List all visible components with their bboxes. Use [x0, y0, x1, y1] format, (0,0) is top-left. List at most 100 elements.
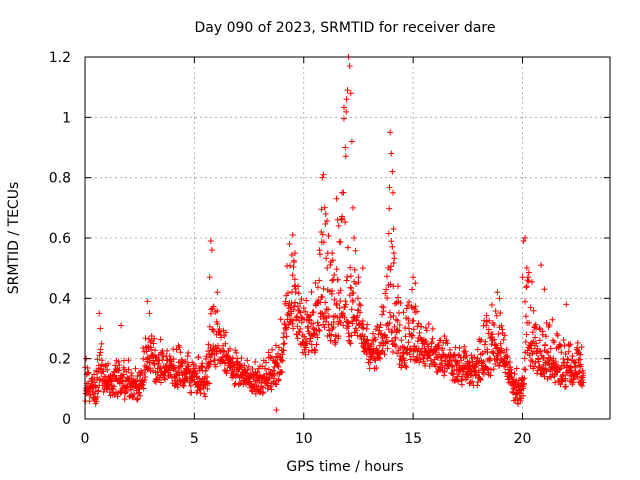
data-point [408, 303, 415, 310]
data-point [292, 282, 299, 289]
data-point [563, 383, 570, 390]
data-point [93, 384, 100, 391]
data-point [385, 326, 392, 333]
data-point [388, 150, 395, 157]
data-point [275, 376, 282, 383]
data-point [528, 345, 535, 352]
data-point [227, 363, 234, 370]
data-point [340, 322, 347, 329]
data-point [295, 283, 302, 290]
data-point [125, 357, 132, 364]
data-point [536, 325, 543, 332]
chart-title: Day 090 of 2023, SRMTID for receiver dar… [195, 20, 496, 36]
data-point [310, 308, 317, 315]
data-point [89, 375, 96, 382]
data-point [351, 266, 358, 273]
data-point [478, 336, 485, 343]
data-point [275, 350, 282, 357]
data-point [354, 312, 361, 319]
data-point [140, 385, 147, 392]
data-point [269, 346, 276, 353]
data-point [221, 348, 228, 355]
data-point [111, 369, 118, 376]
data-point [325, 312, 332, 319]
data-point [333, 266, 340, 273]
data-point [414, 308, 421, 315]
data-point [122, 389, 129, 396]
data-point [294, 323, 301, 330]
data-point [281, 340, 288, 347]
x-tick-label: 5 [190, 431, 199, 447]
data-point [296, 300, 303, 307]
data-point [118, 322, 125, 329]
data-point [320, 321, 327, 328]
data-point [111, 391, 118, 398]
data-point [344, 87, 351, 94]
data-point [452, 344, 459, 351]
data-point [144, 298, 151, 305]
data-point [383, 286, 390, 293]
data-point [282, 298, 289, 305]
data-point [334, 302, 341, 309]
data-point [489, 331, 496, 338]
data-point [542, 333, 549, 340]
data-point [523, 283, 530, 290]
data-point [174, 381, 181, 388]
data-point [100, 368, 107, 375]
data-point [494, 289, 501, 296]
data-point [316, 251, 323, 258]
data-point [454, 358, 461, 365]
data-point [545, 349, 552, 356]
data-point [387, 129, 394, 136]
data-point [270, 367, 277, 374]
data-point [343, 96, 350, 103]
data-point [390, 312, 397, 319]
data-point [316, 277, 323, 284]
data-point [377, 321, 384, 328]
data-point [94, 374, 101, 381]
data-point [373, 365, 380, 372]
data-point [327, 262, 334, 269]
data-point [391, 255, 398, 262]
data-point [341, 104, 348, 111]
data-point [344, 273, 351, 280]
data-point [286, 241, 293, 248]
data-point [146, 336, 153, 343]
data-point [132, 365, 139, 372]
data-point [321, 324, 328, 331]
data-point [160, 353, 167, 360]
data-point [320, 171, 327, 178]
data-point [322, 210, 329, 217]
data-point [390, 225, 397, 232]
data-point [376, 324, 383, 331]
data-point [381, 351, 388, 358]
data-point [466, 362, 473, 369]
data-point [342, 144, 349, 151]
data-point [164, 347, 171, 354]
data-point [391, 341, 398, 348]
data-point [235, 365, 242, 372]
data-point [406, 299, 413, 306]
data-point [357, 302, 364, 309]
data-point [201, 390, 208, 397]
data-point [438, 360, 445, 367]
data-point [349, 204, 356, 211]
data-point [157, 336, 164, 343]
data-point [177, 349, 184, 356]
data-point [361, 333, 368, 340]
data-point [474, 382, 481, 389]
data-point [444, 340, 451, 347]
data-point [221, 332, 228, 339]
data-point [540, 354, 547, 361]
data-point [300, 305, 307, 312]
data-point [290, 325, 297, 332]
data-point [397, 300, 404, 307]
data-point [279, 351, 286, 358]
data-point [105, 360, 112, 367]
data-point [558, 378, 565, 385]
data-point [167, 371, 174, 378]
data-point [364, 321, 371, 328]
data-point [171, 364, 178, 371]
data-point [363, 325, 370, 332]
y-tick-label: 0.6 [49, 231, 71, 247]
